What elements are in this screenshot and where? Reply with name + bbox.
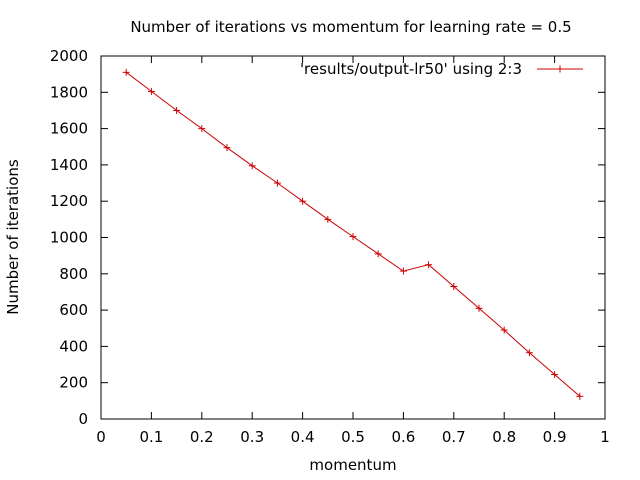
y-axis-label: Number of iterations xyxy=(4,159,22,315)
legend-swatch-marker xyxy=(556,65,564,73)
x-tick-label: 0.7 xyxy=(442,428,466,446)
legend: 'results/output-lr50' using 2:3 xyxy=(300,60,583,78)
y-tick-label: 600 xyxy=(59,301,88,319)
axis-ticks: 0 0.1 0.2 0.3 0.4 0.5 0.6 0.7 0.8 0.9 1 0 200 400 600 8… xyxy=(50,47,610,446)
y-tick-label: 0 xyxy=(78,410,88,428)
data-point xyxy=(147,87,155,95)
data-point xyxy=(273,179,281,187)
data-point xyxy=(122,68,130,76)
y-tick-label: 400 xyxy=(59,337,88,355)
x-tick-label: 0.1 xyxy=(139,428,163,446)
data-point xyxy=(399,267,407,275)
x-tick-label: 0.5 xyxy=(341,428,365,446)
x-tick-label: 0.9 xyxy=(543,428,567,446)
data-point xyxy=(248,162,256,170)
data-point xyxy=(223,144,231,152)
y-tick-label: 1600 xyxy=(50,120,88,138)
x-tick-label: 1 xyxy=(600,428,610,446)
y-tick-label: 800 xyxy=(59,265,88,283)
data-point xyxy=(551,371,559,379)
data-point xyxy=(349,233,357,241)
x-tick-label: 0 xyxy=(96,428,106,446)
legend-label: 'results/output-lr50' using 2:3 xyxy=(300,60,522,78)
series-group xyxy=(122,68,584,400)
data-point xyxy=(500,326,508,334)
y-tick-label: 2000 xyxy=(50,47,88,65)
y-tick-label: 1400 xyxy=(50,156,88,174)
data-point xyxy=(475,304,483,312)
x-tick-label: 0.2 xyxy=(190,428,214,446)
data-point xyxy=(173,106,181,114)
data-point xyxy=(525,349,533,357)
y-tick-label: 1200 xyxy=(50,192,88,210)
data-point xyxy=(450,283,458,291)
x-tick-label: 0.8 xyxy=(492,428,516,446)
x-axis-label: momentum xyxy=(309,456,396,474)
data-point xyxy=(374,250,382,258)
data-point xyxy=(576,392,584,400)
data-point xyxy=(198,125,206,133)
chart-title: Number of iterations vs momentum for lea… xyxy=(130,18,571,36)
x-tick-label: 0.3 xyxy=(240,428,264,446)
x-tick-label: 0.6 xyxy=(391,428,415,446)
data-point xyxy=(299,197,307,205)
y-tick-label: 1800 xyxy=(50,83,88,101)
data-point xyxy=(324,215,332,223)
x-tick-label: 0.4 xyxy=(291,428,315,446)
y-tick-label: 1000 xyxy=(50,229,88,247)
data-point xyxy=(425,261,433,269)
y-tick-label: 200 xyxy=(59,374,88,392)
